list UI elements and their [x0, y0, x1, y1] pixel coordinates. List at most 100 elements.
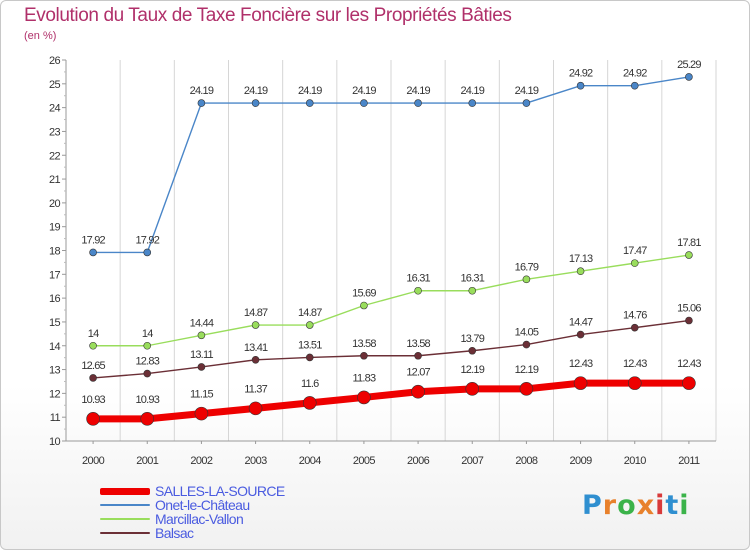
data-label: 14.05: [515, 327, 539, 339]
data-label: 12.43: [677, 358, 701, 370]
series-line-salles-la-source: [93, 379, 689, 423]
series-line-balsac: [93, 319, 690, 379]
data-label: 24.19: [298, 85, 322, 97]
data-label: 11.15: [190, 389, 213, 401]
data-label: 24.19: [406, 85, 430, 97]
x-tick-label: 2005: [353, 455, 376, 467]
series-balsac: [89, 316, 693, 382]
data-point: [414, 286, 422, 295]
y-tick-label: 23: [49, 126, 61, 138]
data-label: 24.92: [623, 68, 647, 80]
data-label: 24.92: [569, 68, 593, 80]
data-point: [519, 382, 534, 396]
series-salles-la-source: [86, 376, 696, 426]
y-tick-label: 17: [49, 269, 61, 281]
data-label: 24.19: [515, 85, 539, 97]
series-line-onet-le-ch-teau: [93, 76, 690, 254]
legend-swatch: [100, 532, 150, 534]
data-point: [630, 323, 639, 332]
data-point: [89, 341, 97, 350]
data-point: [522, 340, 531, 349]
data-point: [576, 267, 585, 276]
data-point: [143, 248, 152, 257]
x-tick-label: 2001: [136, 455, 159, 467]
y-tick-label: 26: [49, 55, 61, 67]
data-label: 25.29: [677, 59, 701, 71]
logo-letter: t: [665, 490, 680, 521]
data-point: [630, 81, 639, 90]
data-point: [522, 99, 531, 107]
data-point: [251, 99, 260, 107]
data-point: [357, 390, 371, 405]
data-label: 17.92: [135, 234, 159, 246]
x-tick-label: 2000: [82, 455, 105, 467]
data-label: 14.47: [569, 317, 593, 329]
series-onet-le-ch-teau: [89, 73, 693, 257]
proxiti-logo: Proxiti: [582, 490, 690, 521]
data-label: 17.81: [677, 237, 701, 249]
data-point: [86, 412, 100, 426]
data-point: [305, 99, 314, 107]
data-label: 12.43: [569, 358, 593, 370]
data-point: [411, 384, 425, 399]
legend-item: Balsac: [100, 525, 285, 541]
data-label: 11.6: [301, 378, 319, 390]
logo-letter: i: [679, 490, 690, 521]
data-point: [140, 412, 155, 426]
data-labels: 17.92 17.92 24.19 24.19 24.19 24.19 24.19 24.19…: [81, 59, 702, 406]
chart-title: Evolution du Taux de Taxe Foncière sur l…: [24, 5, 512, 26]
data-label: 17.47: [623, 245, 647, 257]
data-label: 12.19: [460, 364, 484, 376]
data-point: [197, 99, 206, 107]
data-point: [573, 376, 588, 390]
data-point: [468, 99, 477, 107]
data-label: 14: [142, 328, 153, 340]
data-point: [414, 99, 422, 107]
data-label: 14: [88, 328, 99, 340]
data-point: [465, 382, 480, 396]
data-label: 15.69: [352, 288, 376, 300]
legend-swatch: [100, 487, 150, 495]
logo-letter: P: [582, 490, 603, 521]
data-point: [414, 351, 422, 360]
y-tick-label: 21: [49, 174, 61, 186]
data-label: 12.65: [81, 360, 105, 372]
data-point: [685, 251, 693, 259]
series-lines: [86, 73, 696, 426]
data-point: [360, 99, 368, 107]
y-tick-label: 14: [49, 341, 61, 353]
x-tick-label: 2006: [407, 455, 430, 467]
data-point: [682, 376, 696, 390]
data-label: 24.19: [352, 85, 376, 97]
data-point: [197, 363, 206, 371]
data-label: 24.19: [244, 85, 268, 97]
data-label: 12.19: [515, 364, 539, 376]
data-label: 16.31: [460, 273, 484, 285]
data-point: [468, 346, 477, 355]
y-tick-label: 24: [49, 103, 61, 115]
data-point: [627, 376, 642, 390]
data-label: 13.58: [352, 338, 376, 350]
y-tick-label: 13: [49, 365, 61, 377]
data-point: [194, 406, 209, 421]
data-point: [685, 316, 693, 325]
logo-letter: o: [617, 490, 637, 521]
data-label: 14.87: [298, 307, 322, 319]
data-point: [685, 73, 693, 81]
logo-letter: r: [602, 490, 618, 521]
legend-label: SALLES-LA-SOURCE: [155, 483, 285, 499]
data-label: 11.83: [353, 372, 376, 384]
data-label: 16.31: [406, 273, 430, 285]
data-point: [248, 401, 263, 416]
data-label: 17.92: [81, 234, 105, 246]
series-line-marcillac-vallon: [93, 254, 690, 347]
legend-item: SALLES-LA-SOURCE: [100, 483, 285, 499]
data-label: 13.11: [190, 349, 213, 361]
data-label: 14.44: [190, 317, 214, 329]
y-tick-label: 25: [49, 79, 61, 91]
logo-letter: x: [636, 490, 656, 521]
legend-label: Balsac: [155, 525, 194, 541]
legend-swatch: [100, 518, 150, 520]
data-point: [251, 355, 260, 364]
data-label: 14.76: [623, 310, 647, 322]
